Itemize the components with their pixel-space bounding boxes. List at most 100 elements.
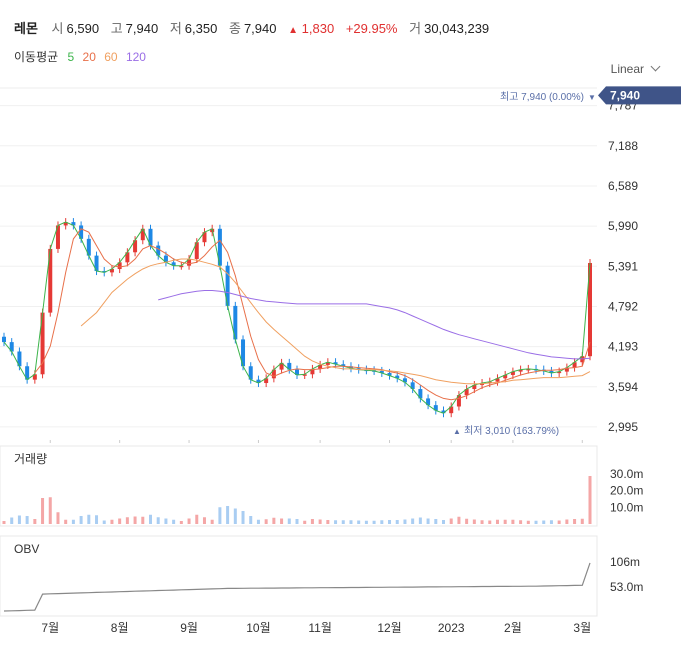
candle-body	[171, 262, 176, 266]
volume-bar	[357, 520, 361, 524]
candle-body	[549, 370, 554, 373]
volume-bar	[241, 511, 245, 524]
candle-body	[333, 362, 338, 365]
open-value: 6,590	[66, 21, 100, 36]
candle-body	[163, 255, 168, 263]
high-label: 고	[110, 21, 123, 36]
last-price-badge	[598, 86, 681, 105]
candle-body	[472, 385, 477, 390]
volume-bar	[395, 520, 399, 524]
volume-bar	[141, 516, 145, 524]
volume-bar	[303, 520, 307, 524]
ma-20-line	[34, 228, 591, 401]
obv-panel	[0, 535, 598, 617]
volume-bar	[249, 516, 253, 524]
candle-body	[9, 342, 14, 352]
volume-bar	[488, 520, 492, 524]
x-tick-label: 11월	[308, 621, 332, 635]
ma-20-legend[interactable]: 20	[82, 50, 96, 64]
volume-bar	[149, 514, 152, 524]
candle-body	[279, 362, 284, 370]
volume-bar	[71, 519, 75, 524]
candle-body	[433, 405, 438, 411]
volume-bar	[2, 521, 6, 524]
volume-bar	[380, 520, 384, 524]
candle-body	[102, 271, 107, 273]
candle-body	[572, 362, 577, 368]
change-arrow-icon: ▲	[288, 25, 299, 36]
candle-body	[48, 248, 53, 313]
price-summary: 레몬 시 6,590 고 7,940 저 6,350 종 7,940 ▲ 1,830 +…	[14, 18, 497, 37]
candle-body	[133, 240, 138, 253]
low-annotation: 최저 3,010 (163.79%)	[464, 425, 559, 437]
y-tick-label: 4,792	[608, 299, 638, 313]
ma-5-legend[interactable]: 5	[67, 50, 75, 64]
scale-selector[interactable]: Linear	[611, 61, 661, 76]
moving-average-label: 이동평균	[14, 50, 59, 64]
ma-120-legend[interactable]: 120	[125, 50, 146, 64]
candle-body	[109, 269, 114, 273]
y-tick-label: 7,188	[608, 139, 638, 153]
candle-body	[325, 362, 330, 365]
candle-body	[32, 374, 37, 380]
volume-bar	[449, 518, 453, 524]
volume-bar	[519, 520, 523, 524]
volume-bar	[287, 518, 291, 524]
candle-body	[510, 371, 515, 375]
volume-bar	[372, 520, 376, 524]
volume-bar	[133, 516, 137, 524]
volume-tick-label: 10.0m	[610, 500, 643, 514]
candle-body	[426, 398, 431, 406]
open-label: 시	[51, 21, 64, 36]
volume-bar	[588, 476, 592, 524]
moving-average-legend: 이동평균 5 20 60 120	[14, 48, 146, 65]
volume-bar	[41, 498, 45, 524]
candle-body	[241, 339, 246, 367]
candle-body	[318, 364, 323, 369]
volume-bar	[472, 519, 476, 524]
candle-body	[256, 379, 261, 384]
ma-60-line	[80, 258, 591, 385]
volume-bar	[226, 506, 230, 524]
y-tick-label: 5,391	[608, 259, 638, 273]
candle-body	[418, 389, 423, 399]
volume-bar	[326, 520, 330, 524]
candle-body	[356, 368, 361, 370]
candle-body	[341, 364, 346, 367]
candle-body	[526, 368, 531, 371]
candle-body	[449, 406, 454, 414]
candle-body	[310, 368, 315, 375]
candle-body	[295, 369, 299, 375]
x-tick-label: 9월	[180, 621, 198, 635]
candle-body	[179, 265, 184, 268]
ma-5-line	[3, 221, 591, 414]
ma-120-line	[158, 290, 591, 360]
candle-body	[63, 222, 68, 226]
close-value: 7,940	[243, 21, 277, 36]
volume-bar	[195, 514, 199, 524]
volume-bar	[403, 519, 407, 524]
y-tick-label: 3,594	[608, 380, 638, 394]
candle-body	[117, 262, 122, 270]
obv-tick-label: 106m	[610, 555, 640, 569]
volume-bar	[233, 508, 237, 524]
x-tick-label: 3월	[573, 621, 591, 635]
volume-tick-label: 20.0m	[610, 484, 643, 498]
candle-body	[518, 369, 523, 372]
last-price-badge-label: 7,940	[610, 88, 640, 102]
volume-bar	[17, 515, 21, 524]
candle-body	[217, 228, 222, 266]
volume-bar	[549, 520, 553, 524]
candle-body	[156, 245, 161, 256]
candle-body	[187, 258, 192, 266]
volume-bar	[10, 517, 14, 524]
volume-bar	[557, 520, 561, 524]
ma-60-legend[interactable]: 60	[104, 50, 118, 64]
candle-body	[441, 410, 446, 414]
candle-body	[248, 366, 253, 380]
volume-bar	[172, 519, 176, 524]
volume-bar	[418, 517, 422, 524]
low-value: 6,350	[184, 21, 218, 36]
